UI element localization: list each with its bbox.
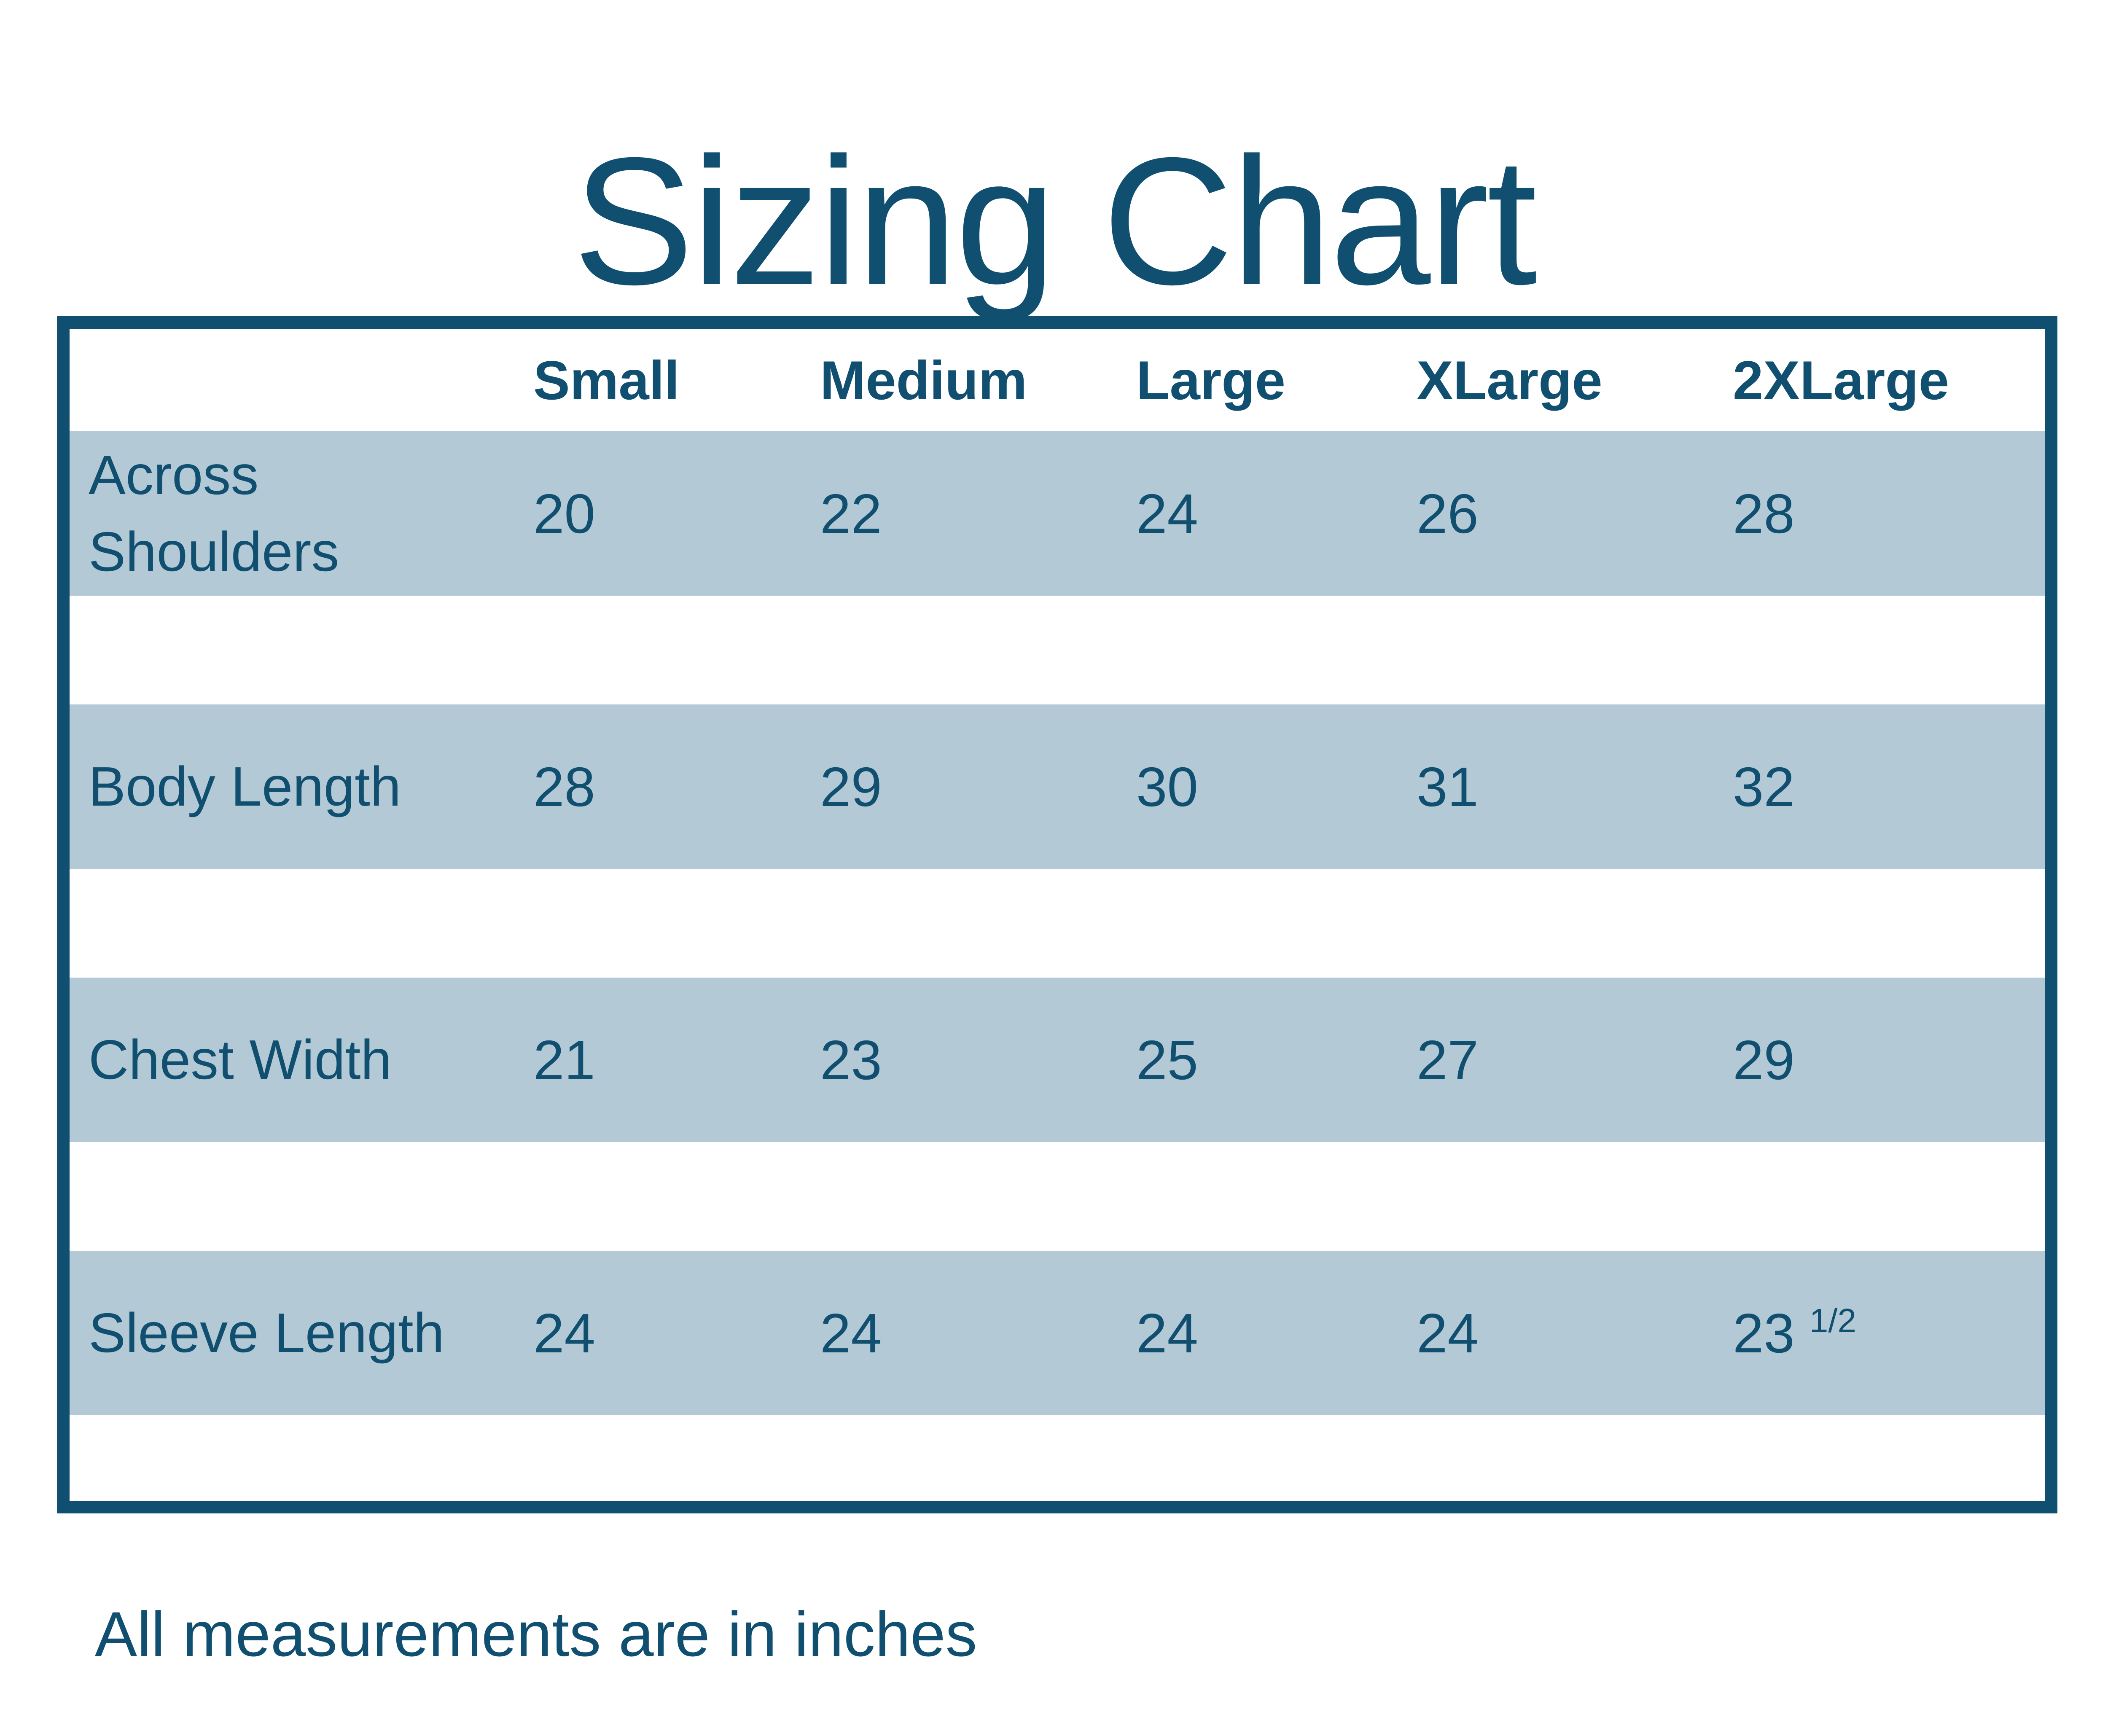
sizing-table: Small Medium Large XLarge 2XLarge Across… xyxy=(57,316,2057,1513)
column-header-xlarge: XLarge xyxy=(1417,349,1603,411)
table-row-chest-width: Chest Width 21 23 25 27 29 xyxy=(70,978,2045,1142)
column-header-large: Large xyxy=(1136,349,1286,411)
cell-body-length-xlarge: 31 xyxy=(1417,755,1479,818)
table-bottom-filler xyxy=(70,1415,2045,1501)
footer-note: All measurements are in inches xyxy=(95,1599,977,1669)
cell-chest-width-xlarge: 27 xyxy=(1417,1029,1479,1091)
table-row-sleeve-length: Sleeve Length 24 24 24 24 23 1/2 xyxy=(70,1251,2045,1415)
row-label-across-shoulders: Across Shoulders xyxy=(89,443,339,583)
cell-chest-width-medium: 23 xyxy=(820,1029,882,1091)
sleeve-length-2xlarge-whole: 23 xyxy=(1733,1302,1795,1364)
cell-chest-width-large: 25 xyxy=(1136,1029,1198,1091)
row-spacer xyxy=(70,596,2045,704)
column-header-2xlarge: 2XLarge xyxy=(1733,349,1949,411)
table-row-body-length: Body Length 28 29 30 31 32 xyxy=(70,704,2045,869)
cell-sleeve-length-2xlarge: 23 1/2 xyxy=(1733,1301,2045,1365)
cell-sleeve-length-large: 24 xyxy=(1136,1302,1198,1364)
cell-chest-width-small: 21 xyxy=(533,1029,595,1091)
cell-body-length-2xlarge: 32 xyxy=(1733,755,1795,818)
column-header-medium: Medium xyxy=(820,349,1027,411)
table-row-across-shoulders: Across Shoulders 20 22 24 26 28 xyxy=(70,431,2045,596)
cell-body-length-medium: 29 xyxy=(820,755,882,818)
row-spacer xyxy=(70,1142,2045,1251)
row-spacer xyxy=(70,869,2045,978)
column-header-small: Small xyxy=(533,349,680,411)
cell-across-shoulders-small: 20 xyxy=(533,482,595,545)
row-label-body-length: Body Length xyxy=(89,755,401,817)
cell-body-length-large: 30 xyxy=(1136,755,1198,818)
sleeve-length-2xlarge-fraction: 1/2 xyxy=(1809,1301,1857,1339)
cell-chest-width-2xlarge: 29 xyxy=(1733,1029,1795,1091)
table-header-row: Small Medium Large XLarge 2XLarge xyxy=(70,329,2045,431)
cell-across-shoulders-medium: 22 xyxy=(820,482,882,545)
cell-sleeve-length-xlarge: 24 xyxy=(1417,1302,1479,1364)
cell-sleeve-length-medium: 24 xyxy=(820,1302,882,1364)
cell-across-shoulders-large: 24 xyxy=(1136,482,1198,545)
cell-across-shoulders-2xlarge: 28 xyxy=(1733,482,1795,545)
cell-body-length-small: 28 xyxy=(533,755,595,818)
cell-across-shoulders-xlarge: 26 xyxy=(1417,482,1479,545)
row-label-sleeve-length: Sleeve Length xyxy=(89,1301,445,1364)
page-title: Sizing Chart xyxy=(573,120,1537,322)
cell-sleeve-length-small: 24 xyxy=(533,1302,595,1364)
row-label-chest-width: Chest Width xyxy=(89,1028,392,1091)
